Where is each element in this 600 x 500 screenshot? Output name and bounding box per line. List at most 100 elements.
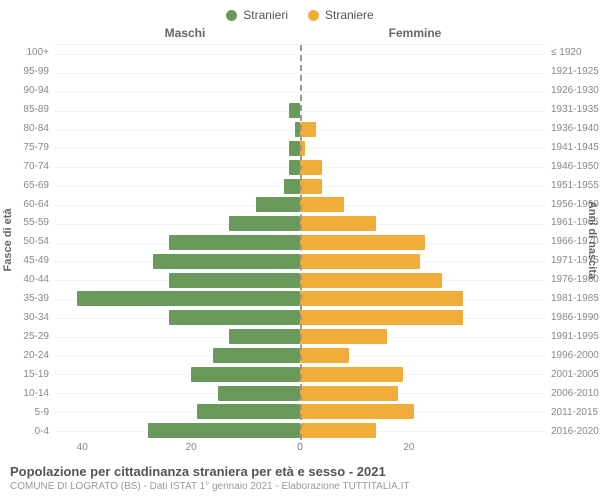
male-half bbox=[55, 273, 300, 288]
male-half bbox=[55, 47, 300, 62]
female-bar bbox=[300, 216, 376, 231]
female-half bbox=[300, 348, 545, 363]
age-tick: 15-19 bbox=[0, 366, 49, 383]
birth-tick: 2011-2015 bbox=[551, 404, 600, 421]
x-axis-left: 40200 bbox=[55, 442, 300, 452]
center-line bbox=[300, 45, 302, 440]
y-axis-label-birth: Anni di nascita bbox=[586, 201, 598, 279]
female-half bbox=[300, 254, 545, 269]
female-bar bbox=[300, 310, 463, 325]
male-half bbox=[55, 329, 300, 344]
female-bar bbox=[300, 235, 425, 250]
chart-title: Popolazione per cittadinanza straniera p… bbox=[10, 464, 590, 479]
column-headers: Maschi Femmine bbox=[0, 26, 600, 40]
female-half bbox=[300, 179, 545, 194]
male-bar bbox=[169, 235, 300, 250]
header-female: Femmine bbox=[300, 26, 530, 40]
age-tick: 0-4 bbox=[0, 423, 49, 440]
birth-tick: 1926-1930 bbox=[551, 82, 600, 99]
x-axis: 40200 0 20 bbox=[0, 440, 600, 458]
male-half bbox=[55, 254, 300, 269]
x-tick: 0 bbox=[297, 442, 303, 453]
birth-tick: 2006-2010 bbox=[551, 385, 600, 402]
birth-tick: ≤ 1920 bbox=[551, 44, 600, 61]
male-bar bbox=[289, 103, 300, 118]
birth-tick: 1981-1985 bbox=[551, 290, 600, 307]
female-bar bbox=[300, 423, 376, 438]
legend: Stranieri Straniere bbox=[0, 0, 600, 26]
female-half bbox=[300, 103, 545, 118]
female-half bbox=[300, 367, 545, 382]
male-bar bbox=[229, 329, 300, 344]
female-half bbox=[300, 386, 545, 401]
male-bar bbox=[289, 141, 300, 156]
male-half bbox=[55, 235, 300, 250]
male-half bbox=[55, 103, 300, 118]
x-tick: 20 bbox=[403, 442, 414, 453]
male-bar bbox=[229, 216, 300, 231]
y-axis-label-age: Fasce di età bbox=[2, 209, 14, 272]
male-half bbox=[55, 216, 300, 231]
female-half bbox=[300, 273, 545, 288]
female-bar bbox=[300, 122, 316, 137]
legend-item-female: Straniere bbox=[308, 8, 374, 22]
male-half bbox=[55, 386, 300, 401]
female-half bbox=[300, 235, 545, 250]
female-half bbox=[300, 160, 545, 175]
female-bar bbox=[300, 329, 387, 344]
female-half bbox=[300, 141, 545, 156]
birth-tick: 1921-1925 bbox=[551, 63, 600, 80]
footer: Popolazione per cittadinanza straniera p… bbox=[0, 458, 600, 500]
female-half bbox=[300, 329, 545, 344]
birth-tick: 1941-1945 bbox=[551, 139, 600, 156]
age-tick: 75-79 bbox=[0, 139, 49, 156]
age-tick: 5-9 bbox=[0, 404, 49, 421]
header-male: Maschi bbox=[70, 26, 300, 40]
birth-tick: 1931-1935 bbox=[551, 101, 600, 118]
age-tick: 70-74 bbox=[0, 158, 49, 175]
female-bar bbox=[300, 367, 403, 382]
male-half bbox=[55, 367, 300, 382]
male-bar bbox=[77, 291, 300, 306]
birth-tick: 1986-1990 bbox=[551, 309, 600, 326]
male-bar bbox=[153, 254, 300, 269]
chart-subtitle: COMUNE DI LOGRATO (BS) - Dati ISTAT 1° g… bbox=[10, 481, 590, 492]
male-bar bbox=[213, 348, 300, 363]
female-half bbox=[300, 85, 545, 100]
birth-tick: 1991-1995 bbox=[551, 328, 600, 345]
male-bar bbox=[284, 179, 300, 194]
age-tick: 95-99 bbox=[0, 63, 49, 80]
legend-label-female: Straniere bbox=[325, 8, 374, 22]
age-tick: 10-14 bbox=[0, 385, 49, 402]
female-bar bbox=[300, 160, 322, 175]
birth-tick: 1996-2000 bbox=[551, 347, 600, 364]
male-half bbox=[55, 197, 300, 212]
female-half bbox=[300, 291, 545, 306]
male-bar bbox=[218, 386, 300, 401]
male-half bbox=[55, 85, 300, 100]
female-half bbox=[300, 66, 545, 81]
birth-tick: 2016-2020 bbox=[551, 423, 600, 440]
birth-tick: 1946-1950 bbox=[551, 158, 600, 175]
male-half bbox=[55, 160, 300, 175]
female-bar bbox=[300, 254, 420, 269]
male-bar bbox=[148, 423, 300, 438]
female-bar bbox=[300, 179, 322, 194]
legend-label-male: Stranieri bbox=[243, 8, 288, 22]
age-tick: 85-89 bbox=[0, 101, 49, 118]
age-tick: 65-69 bbox=[0, 177, 49, 194]
x-axis-right: 0 20 bbox=[300, 442, 545, 452]
male-bar bbox=[289, 160, 300, 175]
female-bar bbox=[300, 273, 442, 288]
age-tick: 35-39 bbox=[0, 290, 49, 307]
birth-tick: 1951-1955 bbox=[551, 177, 600, 194]
female-bar bbox=[300, 197, 344, 212]
male-half bbox=[55, 423, 300, 438]
male-half bbox=[55, 179, 300, 194]
bars-container bbox=[55, 44, 545, 440]
male-bar bbox=[256, 197, 300, 212]
female-bar bbox=[300, 291, 463, 306]
female-half bbox=[300, 423, 545, 438]
male-half bbox=[55, 310, 300, 325]
male-bar bbox=[191, 367, 300, 382]
